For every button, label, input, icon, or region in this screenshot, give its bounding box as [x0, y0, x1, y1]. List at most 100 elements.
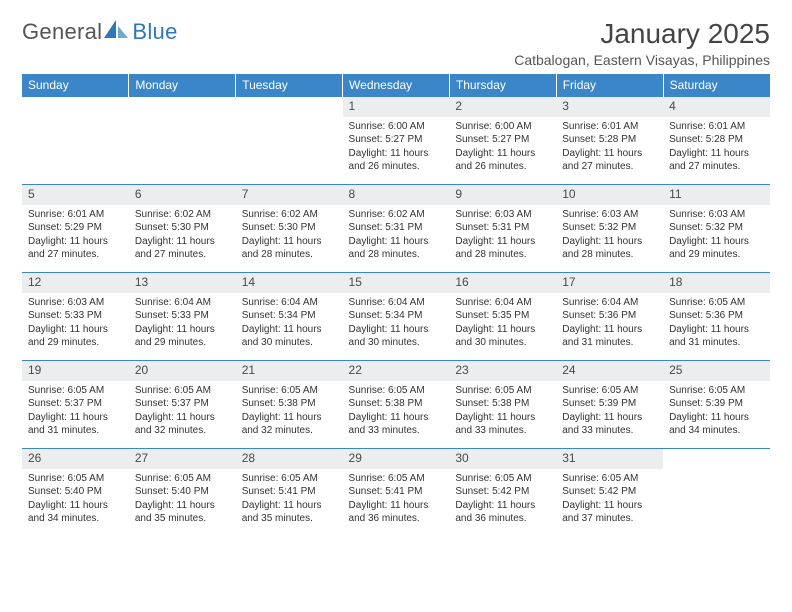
sunrise-text: Sunrise: 6:05 AM	[242, 472, 337, 486]
calendar-day: 14Sunrise: 6:04 AMSunset: 5:34 PMDayligh…	[236, 273, 343, 361]
col-tuesday: Tuesday	[236, 74, 343, 97]
sunrise-text: Sunrise: 6:05 AM	[28, 472, 123, 486]
day-details: Sunrise: 6:01 AMSunset: 5:29 PMDaylight:…	[22, 205, 129, 266]
day-details: Sunrise: 6:04 AMSunset: 5:36 PMDaylight:…	[556, 293, 663, 354]
day-number: 31	[556, 449, 663, 469]
day-number: 20	[129, 361, 236, 381]
sunrise-text: Sunrise: 6:01 AM	[28, 208, 123, 222]
calendar-day: 3Sunrise: 6:01 AMSunset: 5:28 PMDaylight…	[556, 97, 663, 185]
sunset-text: Sunset: 5:37 PM	[135, 397, 230, 411]
day-number: 22	[343, 361, 450, 381]
sunrise-text: Sunrise: 6:03 AM	[669, 208, 764, 222]
day-number: 3	[556, 97, 663, 117]
location-subtitle: Catbalogan, Eastern Visayas, Philippines	[514, 52, 770, 68]
sunset-text: Sunset: 5:32 PM	[562, 221, 657, 235]
day-number: 17	[556, 273, 663, 293]
sunset-text: Sunset: 5:30 PM	[135, 221, 230, 235]
calendar-day: 15Sunrise: 6:04 AMSunset: 5:34 PMDayligh…	[343, 273, 450, 361]
sunset-text: Sunset: 5:27 PM	[455, 133, 550, 147]
day-details: Sunrise: 6:03 AMSunset: 5:32 PMDaylight:…	[663, 205, 770, 266]
calendar-day: 27Sunrise: 6:05 AMSunset: 5:40 PMDayligh…	[129, 449, 236, 537]
sunset-text: Sunset: 5:28 PM	[562, 133, 657, 147]
sunset-text: Sunset: 5:36 PM	[562, 309, 657, 323]
day-header-row: Sunday Monday Tuesday Wednesday Thursday…	[22, 74, 770, 97]
daylight-text: Daylight: 11 hours and 32 minutes.	[135, 411, 230, 438]
calendar-day: 28Sunrise: 6:05 AMSunset: 5:41 PMDayligh…	[236, 449, 343, 537]
sunrise-text: Sunrise: 6:02 AM	[349, 208, 444, 222]
calendar-day: 16Sunrise: 6:04 AMSunset: 5:35 PMDayligh…	[449, 273, 556, 361]
sunset-text: Sunset: 5:34 PM	[349, 309, 444, 323]
sunrise-text: Sunrise: 6:05 AM	[562, 472, 657, 486]
daylight-text: Daylight: 11 hours and 27 minutes.	[669, 147, 764, 174]
day-number: 1	[343, 97, 450, 117]
day-details: Sunrise: 6:00 AMSunset: 5:27 PMDaylight:…	[449, 117, 556, 178]
day-details: Sunrise: 6:05 AMSunset: 5:40 PMDaylight:…	[129, 469, 236, 530]
sunrise-text: Sunrise: 6:05 AM	[135, 472, 230, 486]
calendar-day: 31Sunrise: 6:05 AMSunset: 5:42 PMDayligh…	[556, 449, 663, 537]
daylight-text: Daylight: 11 hours and 27 minutes.	[562, 147, 657, 174]
day-details: Sunrise: 6:03 AMSunset: 5:31 PMDaylight:…	[449, 205, 556, 266]
day-details: Sunrise: 6:05 AMSunset: 5:36 PMDaylight:…	[663, 293, 770, 354]
calendar-day	[129, 97, 236, 185]
day-number: 2	[449, 97, 556, 117]
day-number: 29	[343, 449, 450, 469]
col-sunday: Sunday	[22, 74, 129, 97]
header: General Blue January 2025 Catbalogan, Ea…	[22, 18, 770, 68]
day-number: 9	[449, 185, 556, 205]
col-thursday: Thursday	[449, 74, 556, 97]
sunrise-text: Sunrise: 6:05 AM	[349, 472, 444, 486]
daylight-text: Daylight: 11 hours and 31 minutes.	[562, 323, 657, 350]
calendar-day: 30Sunrise: 6:05 AMSunset: 5:42 PMDayligh…	[449, 449, 556, 537]
calendar-day: 1Sunrise: 6:00 AMSunset: 5:27 PMDaylight…	[343, 97, 450, 185]
calendar-day	[236, 97, 343, 185]
sunrise-text: Sunrise: 6:04 AM	[135, 296, 230, 310]
sunset-text: Sunset: 5:31 PM	[455, 221, 550, 235]
day-details: Sunrise: 6:05 AMSunset: 5:42 PMDaylight:…	[556, 469, 663, 530]
daylight-text: Daylight: 11 hours and 36 minutes.	[455, 499, 550, 526]
sunset-text: Sunset: 5:39 PM	[669, 397, 764, 411]
sunrise-text: Sunrise: 6:04 AM	[242, 296, 337, 310]
day-details: Sunrise: 6:04 AMSunset: 5:35 PMDaylight:…	[449, 293, 556, 354]
calendar-day: 7Sunrise: 6:02 AMSunset: 5:30 PMDaylight…	[236, 185, 343, 273]
sunset-text: Sunset: 5:31 PM	[349, 221, 444, 235]
title-block: January 2025 Catbalogan, Eastern Visayas…	[514, 18, 770, 68]
day-number: 18	[663, 273, 770, 293]
calendar-day: 12Sunrise: 6:03 AMSunset: 5:33 PMDayligh…	[22, 273, 129, 361]
sunrise-text: Sunrise: 6:05 AM	[135, 384, 230, 398]
calendar-day: 4Sunrise: 6:01 AMSunset: 5:28 PMDaylight…	[663, 97, 770, 185]
daylight-text: Daylight: 11 hours and 29 minutes.	[669, 235, 764, 262]
sunrise-text: Sunrise: 6:04 AM	[349, 296, 444, 310]
col-saturday: Saturday	[663, 74, 770, 97]
daylight-text: Daylight: 11 hours and 33 minutes.	[455, 411, 550, 438]
calendar-day: 26Sunrise: 6:05 AMSunset: 5:40 PMDayligh…	[22, 449, 129, 537]
sunrise-text: Sunrise: 6:00 AM	[455, 120, 550, 134]
day-details: Sunrise: 6:05 AMSunset: 5:42 PMDaylight:…	[449, 469, 556, 530]
sunrise-text: Sunrise: 6:05 AM	[455, 384, 550, 398]
sail-icon	[104, 18, 130, 45]
daylight-text: Daylight: 11 hours and 30 minutes.	[455, 323, 550, 350]
calendar-day: 20 Sunrise: 6:05 AMSunset: 5:37 PMDayligh…	[129, 361, 236, 449]
day-number: 21	[236, 361, 343, 381]
brand-name-b: Blue	[132, 19, 177, 45]
sunrise-text: Sunrise: 6:05 AM	[455, 472, 550, 486]
calendar-day: 24Sunrise: 6:05 AMSunset: 5:39 PMDayligh…	[556, 361, 663, 449]
calendar-table: Sunday Monday Tuesday Wednesday Thursday…	[22, 74, 770, 537]
sunrise-text: Sunrise: 6:03 AM	[28, 296, 123, 310]
day-details: Sunrise: 6:05 AMSunset: 5:38 PMDaylight:…	[236, 381, 343, 442]
day-number: 12	[22, 273, 129, 293]
day-details: Sunrise: 6:03 AMSunset: 5:33 PMDaylight:…	[22, 293, 129, 354]
daylight-text: Daylight: 11 hours and 28 minutes.	[242, 235, 337, 262]
calendar-day: 22Sunrise: 6:05 AMSunset: 5:38 PMDayligh…	[343, 361, 450, 449]
day-details: Sunrise: 6:00 AMSunset: 5:27 PMDaylight:…	[343, 117, 450, 178]
day-details: Sunrise: 6:05 AMSunset: 5:41 PMDaylight:…	[236, 469, 343, 530]
sunset-text: Sunset: 5:37 PM	[28, 397, 123, 411]
sunset-text: Sunset: 5:40 PM	[135, 485, 230, 499]
sunset-text: Sunset: 5:34 PM	[242, 309, 337, 323]
sunrise-text: Sunrise: 6:04 AM	[562, 296, 657, 310]
calendar-week: 26Sunrise: 6:05 AMSunset: 5:40 PMDayligh…	[22, 449, 770, 537]
day-details: Sunrise: 6:05 AMSunset: 5:37 PMDaylight:…	[22, 381, 129, 442]
page-title: January 2025	[514, 18, 770, 50]
calendar-day: 19Sunrise: 6:05 AMSunset: 5:37 PMDayligh…	[22, 361, 129, 449]
daylight-text: Daylight: 11 hours and 33 minutes.	[562, 411, 657, 438]
sunset-text: Sunset: 5:35 PM	[455, 309, 550, 323]
